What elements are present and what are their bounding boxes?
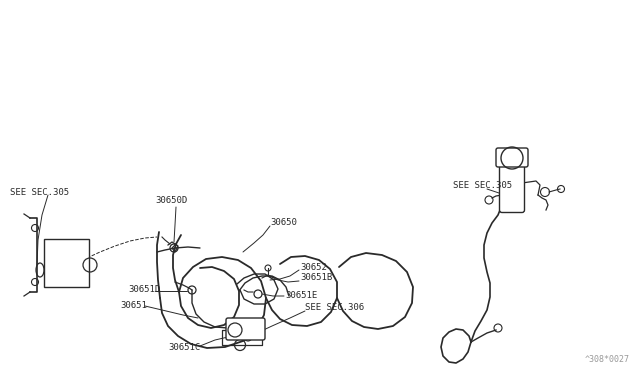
Text: 30651: 30651 [120, 301, 147, 310]
Text: 30650D: 30650D [155, 196, 188, 205]
Text: 30651B: 30651B [300, 273, 332, 282]
Text: 30652: 30652 [300, 263, 327, 273]
Text: SEE SEC.305: SEE SEC.305 [453, 180, 512, 189]
Text: 30651D: 30651D [128, 285, 160, 295]
Text: 30651C: 30651C [168, 343, 200, 353]
Text: ^308*0027: ^308*0027 [585, 355, 630, 364]
Text: SEE SEC.305: SEE SEC.305 [10, 187, 69, 196]
FancyBboxPatch shape [226, 318, 265, 340]
Text: SEE SEC.306: SEE SEC.306 [305, 304, 364, 312]
Text: 30651E: 30651E [285, 291, 317, 299]
Text: 30650: 30650 [270, 218, 297, 227]
FancyBboxPatch shape [499, 157, 525, 212]
FancyBboxPatch shape [496, 148, 528, 167]
FancyBboxPatch shape [44, 238, 88, 286]
